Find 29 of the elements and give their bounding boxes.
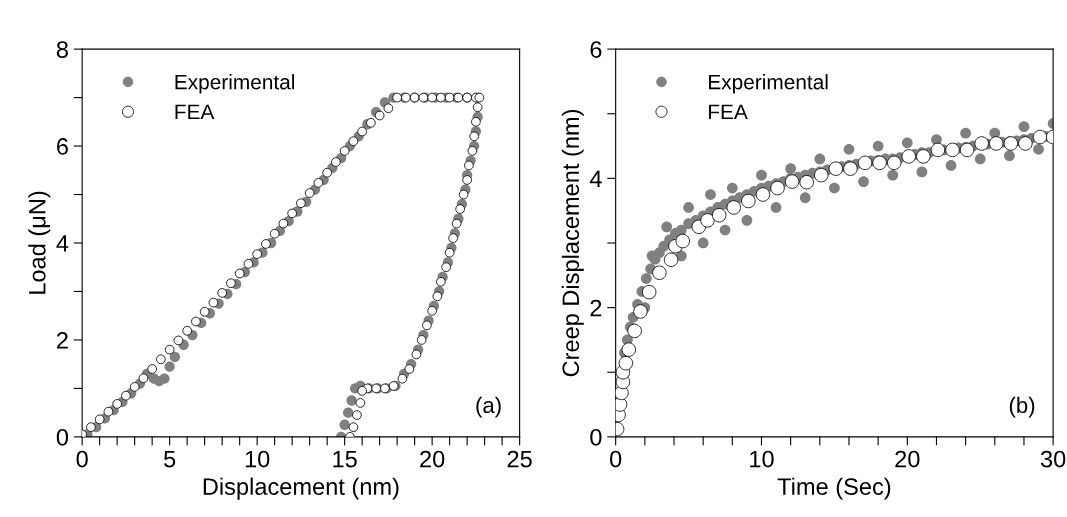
annotation: (a) [476, 396, 501, 418]
legend-label: FEA [709, 104, 748, 120]
x-tick-label: 10 [750, 450, 774, 468]
y-tick-label: 8 [56, 41, 68, 58]
legend-label: Experimental [175, 74, 295, 94]
y-tick-label: 2 [590, 299, 602, 317]
y-tick-label: 6 [590, 41, 602, 58]
x-tick-label: 10 [245, 450, 270, 468]
x-tick-label: 0 [610, 450, 622, 468]
legend-label: Experimental [709, 74, 828, 94]
y-tick-label: 0 [56, 428, 69, 446]
legend-label: FEA [175, 104, 215, 120]
x-tick-label: 30 [1040, 450, 1066, 468]
y-axis-title: Load (μN) [28, 191, 51, 294]
y-tick-label: 6 [57, 138, 68, 155]
x-axis-title: Time (Sec) [777, 477, 891, 500]
x-axis-title: Displacement (nm) [203, 477, 399, 500]
y-tick-label: 4 [56, 235, 69, 252]
y-axis-title: Creep Displacement (nm) [561, 109, 584, 377]
annotation: (b) [1009, 396, 1035, 418]
x-tick-label: 20 [420, 450, 445, 468]
y-tick-label: 2 [57, 332, 68, 349]
x-tick-label: 20 [895, 450, 920, 468]
x-tick-label: 25 [507, 450, 532, 468]
y-tick-label: 0 [590, 428, 602, 446]
y-tick-label: 4 [589, 170, 602, 187]
x-tick-label: 15 [333, 450, 357, 468]
x-tick-label: 0 [76, 450, 88, 468]
x-tick-label: 5 [164, 450, 176, 468]
